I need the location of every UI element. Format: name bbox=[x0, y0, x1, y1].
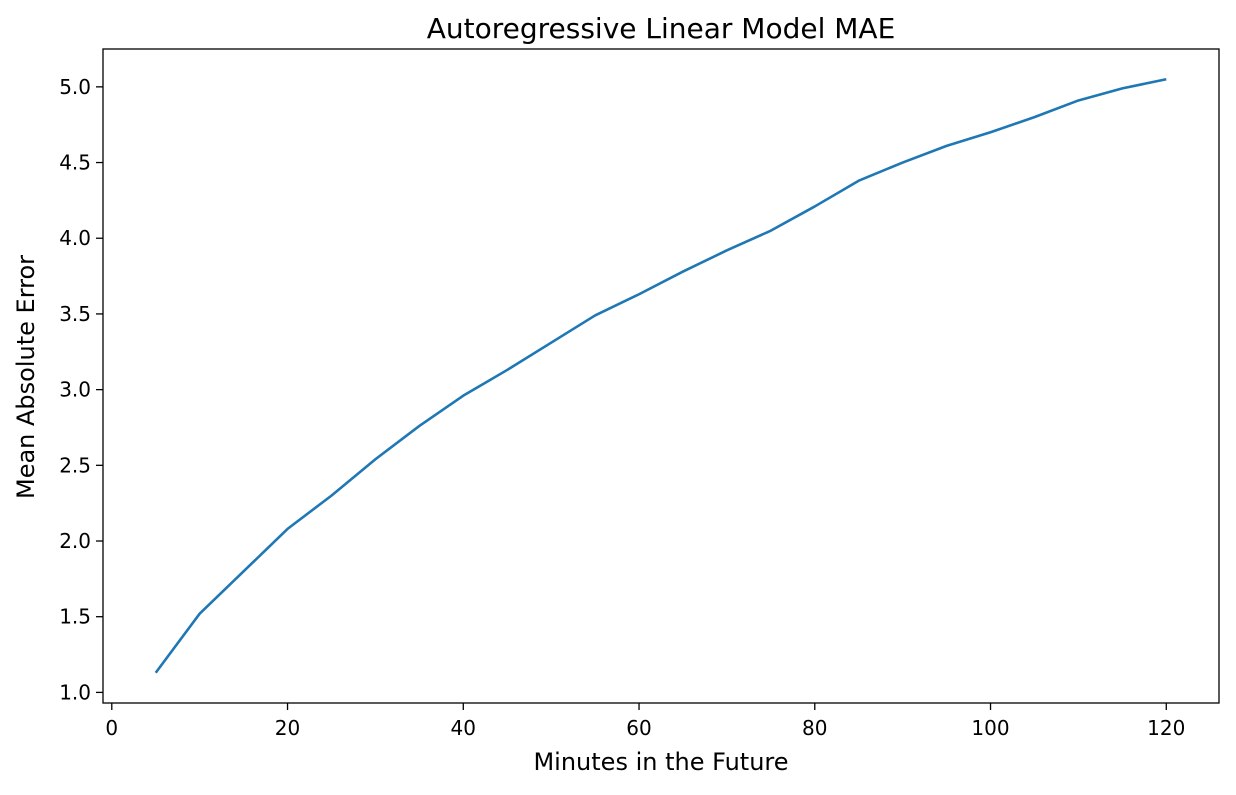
y-tick-label-8: 5.0 bbox=[59, 75, 91, 99]
x-axis-label: Minutes in the Future bbox=[533, 748, 788, 776]
y-tick-label-1: 1.5 bbox=[59, 605, 91, 629]
y-tick-label-6: 4.0 bbox=[59, 226, 91, 250]
y-tick-label-3: 2.5 bbox=[59, 453, 91, 477]
chart-title: Autoregressive Linear Model MAE bbox=[427, 12, 896, 45]
y-tick-label-0: 1.0 bbox=[59, 680, 91, 704]
y-tick-label-2: 2.0 bbox=[59, 529, 91, 553]
y-axis-label: Mean Absolute Error bbox=[12, 255, 40, 499]
plot-frame bbox=[102, 48, 1220, 704]
y-tick-label-4: 3.0 bbox=[59, 378, 91, 402]
x-tick-label-3: 60 bbox=[626, 716, 651, 740]
x-tick-label-4: 80 bbox=[802, 716, 827, 740]
plot-area: 0 20 40 60 80 100 120 1.0 1.5 2.0 2.5 3.0 3.5 4.0 4.5 5… bbox=[59, 48, 1220, 740]
y-tick-label-7: 4.5 bbox=[59, 151, 91, 175]
x-tick-label-2: 40 bbox=[451, 716, 476, 740]
x-tick-label-6: 120 bbox=[1147, 716, 1185, 740]
series-line-0 bbox=[154, 78, 1167, 674]
x-tick-label-1: 20 bbox=[275, 716, 300, 740]
y-tick-label-5: 3.5 bbox=[59, 302, 91, 326]
x-tick-label-0: 0 bbox=[105, 716, 118, 740]
x-tick-label-5: 100 bbox=[971, 716, 1009, 740]
